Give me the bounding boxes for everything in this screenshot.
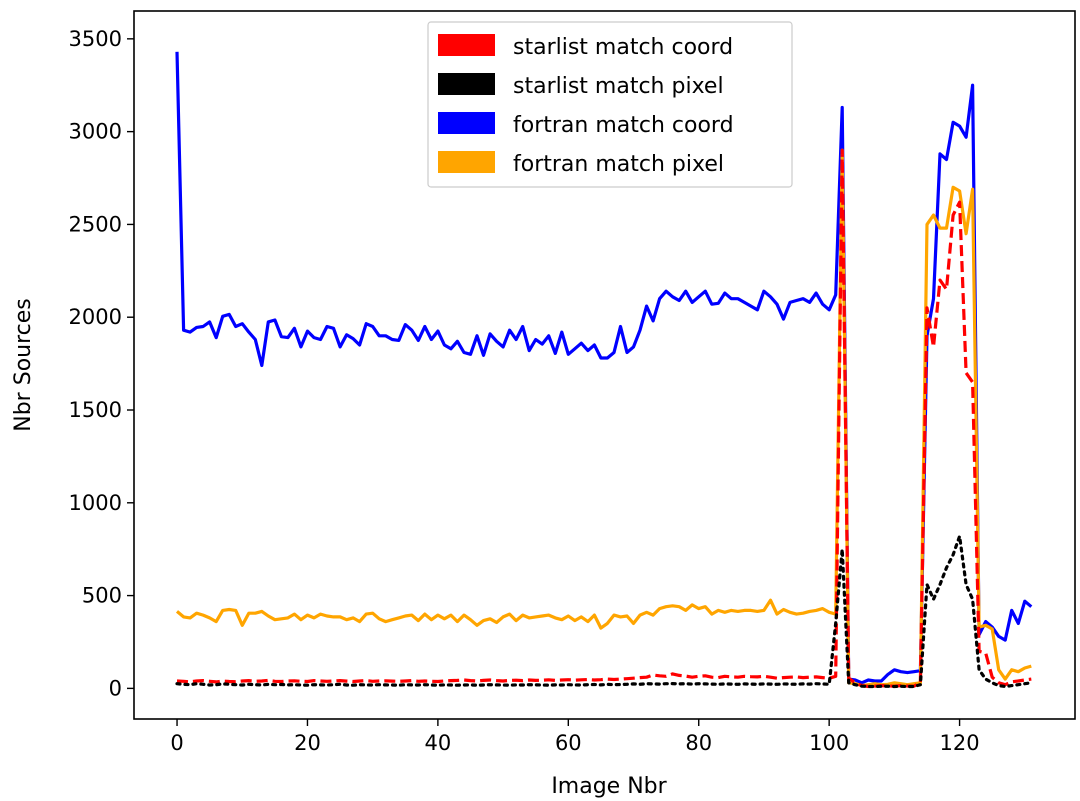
legend-swatch-starlist-coord: [438, 34, 495, 56]
legend-box: [427, 21, 793, 188]
legend-label-fortran-coord: fortran match coord: [513, 113, 734, 138]
x-tick-label: 80: [685, 731, 712, 755]
y-tick-label: 1000: [69, 491, 122, 515]
y-tick-label: 1500: [69, 398, 122, 422]
x-tick-label: 60: [555, 731, 582, 755]
legend: starlist match coord starlist match pixe…: [427, 21, 793, 188]
legend-label-starlist-pixel: starlist match pixel: [513, 74, 724, 99]
legend-label-fortran-pixel: fortran match pixel: [513, 152, 724, 177]
x-tick-label: 0: [170, 731, 183, 755]
y-tick-label: 0: [109, 676, 122, 700]
x-tick-label: 20: [294, 731, 321, 755]
x-axis-label: Image Nbr: [551, 774, 667, 799]
y-tick-label: 3000: [69, 120, 122, 144]
x-tick-label: 120: [940, 731, 980, 755]
series-line-fortran-match-coord: [175, 51, 1033, 685]
legend-swatch-fortran-pixel: [438, 151, 495, 173]
y-tick-label: 3500: [69, 27, 122, 51]
y-tick-label: 2500: [69, 212, 122, 236]
y-tick-label: 2000: [69, 305, 122, 329]
series-line-fortran-match-pixel: [175, 148, 1032, 688]
y-axis-label: Nbr Sources: [11, 298, 36, 431]
legend-swatch-starlist-pixel: [438, 73, 495, 95]
legend-swatch-fortran-coord: [438, 112, 495, 134]
y-axis-ticks: 0 500 1000 1500 2000 2500 3000 3500: [69, 27, 134, 700]
x-tick-label: 100: [809, 731, 849, 755]
legend-label-starlist-coord: starlist match coord: [513, 35, 733, 60]
series-line-starlist-match-pixel: [175, 534, 1033, 689]
x-axis-ticks: 0 20 40 60 80 100 120: [170, 719, 980, 755]
y-tick-label: 500: [82, 584, 122, 608]
plot-frame: [133, 10, 1076, 720]
x-tick-label: 40: [425, 731, 452, 755]
series-layer: [175, 51, 1033, 689]
